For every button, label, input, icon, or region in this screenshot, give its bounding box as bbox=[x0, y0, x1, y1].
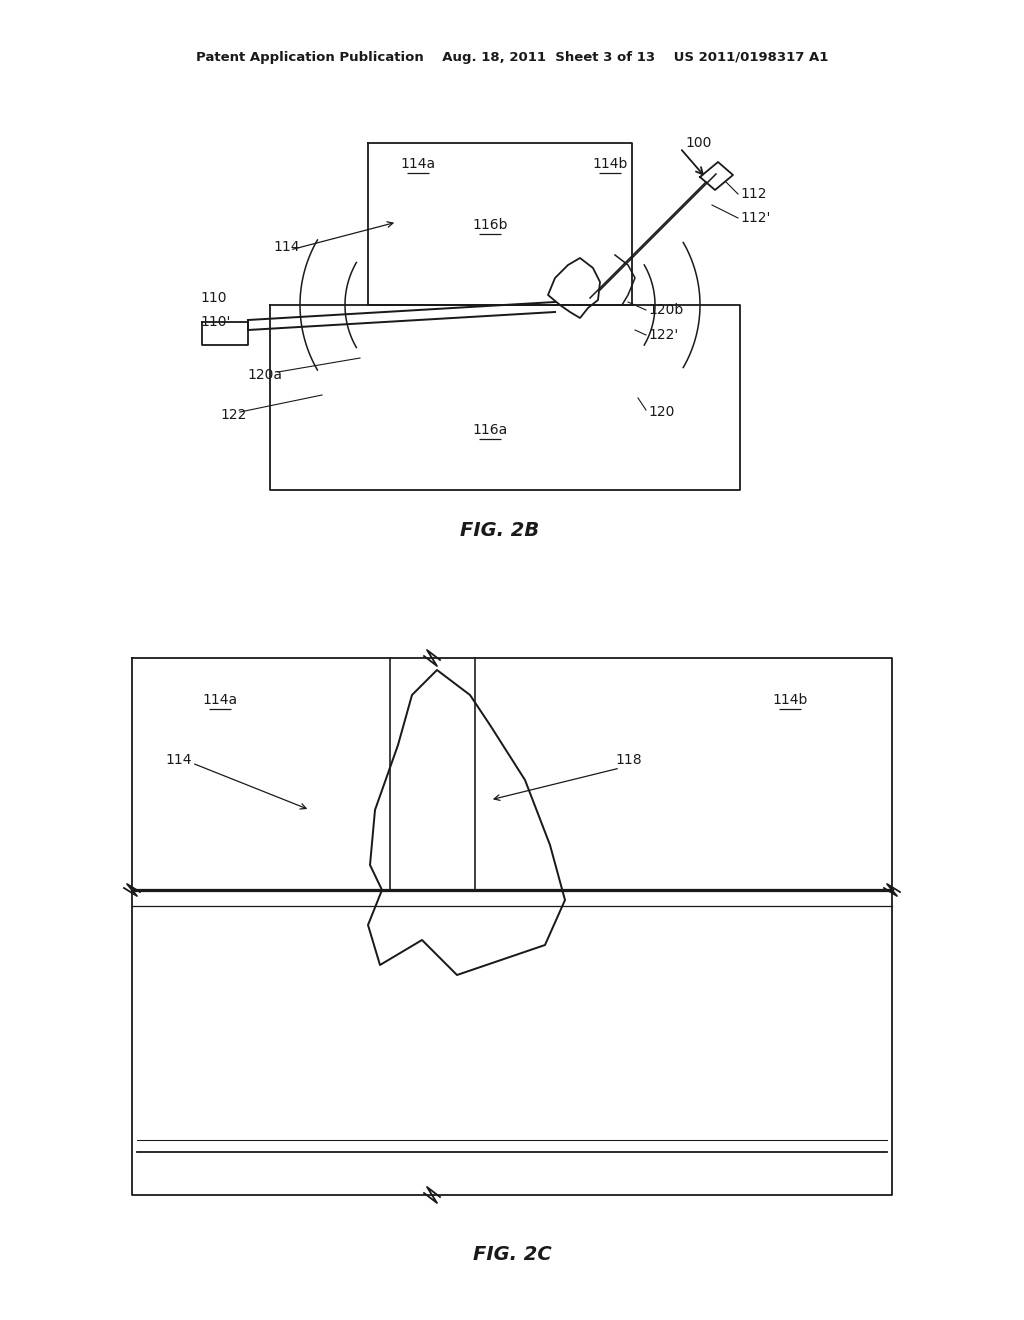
Text: 116a: 116a bbox=[472, 422, 508, 437]
Text: 112': 112' bbox=[740, 211, 770, 224]
Text: 114b: 114b bbox=[592, 157, 628, 172]
Text: 114: 114 bbox=[165, 752, 191, 767]
Text: 122: 122 bbox=[220, 408, 247, 422]
Text: 120a: 120a bbox=[247, 368, 282, 381]
Text: 114: 114 bbox=[273, 240, 299, 253]
Text: 120: 120 bbox=[648, 405, 675, 418]
Text: FIG. 2C: FIG. 2C bbox=[473, 1246, 551, 1265]
Text: 118: 118 bbox=[615, 752, 642, 767]
Text: 114b: 114b bbox=[772, 693, 808, 708]
Text: 114a: 114a bbox=[203, 693, 238, 708]
Text: 100: 100 bbox=[685, 136, 712, 150]
Text: 110': 110' bbox=[200, 315, 230, 329]
Text: 114a: 114a bbox=[400, 157, 435, 172]
Text: 110: 110 bbox=[200, 290, 226, 305]
Text: 120b: 120b bbox=[648, 304, 683, 317]
Text: FIG. 2B: FIG. 2B bbox=[461, 520, 540, 540]
Text: 116b: 116b bbox=[472, 218, 508, 232]
Text: 122': 122' bbox=[648, 327, 678, 342]
Text: Patent Application Publication    Aug. 18, 2011  Sheet 3 of 13    US 2011/019831: Patent Application Publication Aug. 18, … bbox=[196, 51, 828, 65]
Text: 112: 112 bbox=[740, 187, 767, 201]
